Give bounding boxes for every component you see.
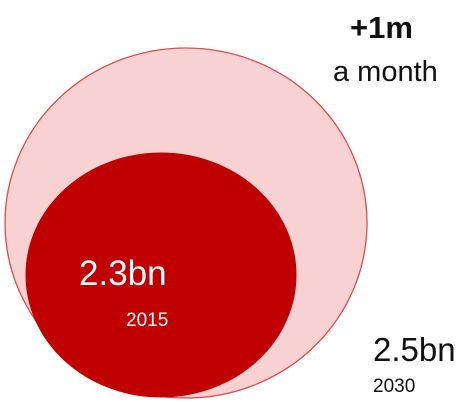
bubble-2030-value: 2.5bn [373, 331, 456, 368]
growth-rate-value: +1m [350, 10, 413, 45]
bubble-2030-year: 2030 [373, 376, 416, 397]
bubble-2015-year: 2015 [126, 310, 169, 331]
bubble-2015 [25, 152, 297, 398]
growth-rate-unit: a month [333, 56, 438, 88]
bubble-2015-value: 2.3bn [79, 254, 167, 293]
